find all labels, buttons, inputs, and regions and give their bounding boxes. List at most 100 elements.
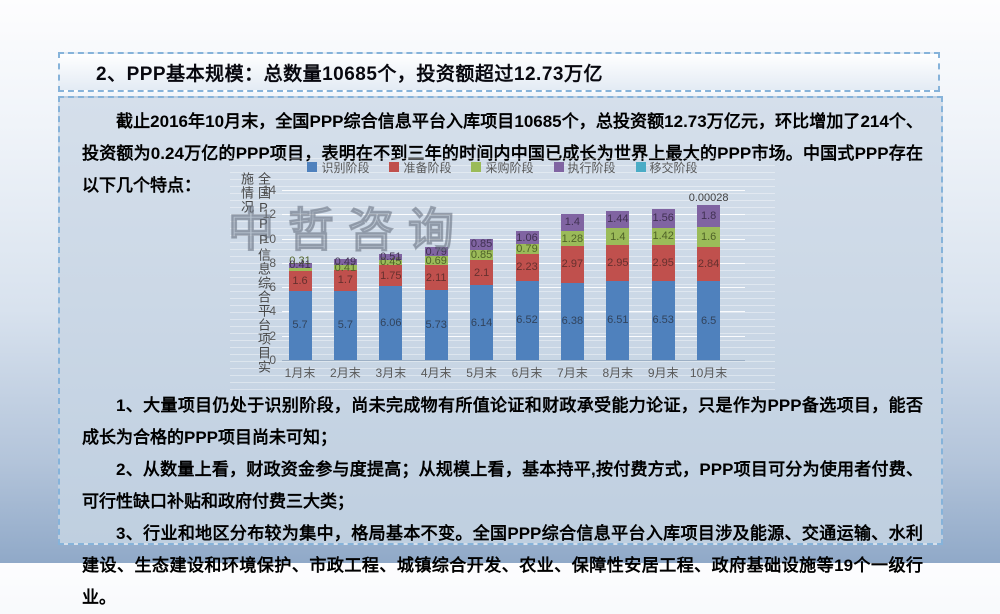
bar-segment-label: 0.79 — [425, 245, 447, 258]
bar-segment — [288, 271, 312, 291]
bar-segment-label: 1.56 — [652, 212, 674, 225]
bar-segment — [333, 259, 357, 266]
legend-swatch-icon — [307, 162, 318, 172]
legend-item: 执行阶段 — [553, 159, 616, 176]
bar-segment-label: 2.95 — [607, 257, 629, 270]
bar-segment — [470, 239, 494, 250]
y-tick-label: 0 — [269, 353, 276, 367]
bar-segment-label: 6.38 — [561, 315, 584, 328]
bar-segment — [379, 259, 403, 266]
legend-item: 准备阶段 — [389, 159, 451, 176]
bar-segment-label: 2.1 — [473, 266, 490, 279]
legend-label: 移交阶段 — [649, 160, 698, 175]
bar-segment-label: 1.8 — [700, 210, 717, 223]
bar-segment — [697, 205, 721, 228]
legend-item: 采购阶段 — [471, 159, 534, 176]
point-3: 3、行业和地区分布较为集中，格局基本不变。全国PPP综合信息平台入库项目涉及能源… — [82, 524, 923, 607]
page-title: 2、PPP基本规模：总数量10685个，投资额超过12.73万亿 — [96, 63, 603, 85]
grid-line — [282, 214, 745, 216]
grid-line — [282, 190, 745, 191]
bar-segment-label: 5.73 — [425, 319, 447, 332]
bar-segment — [651, 227, 675, 245]
slide: 2、PPP基本规模：总数量10685个，投资额超过12.73万亿 截止2016年… — [58, 52, 943, 607]
bar-segment-label: 1.44 — [607, 213, 629, 226]
bar-segment-label: 5.7 — [292, 319, 308, 332]
chart-legend: 识别阶段 准备阶段 采购阶段 执行阶段 移交阶段 — [230, 158, 775, 176]
bar-segment — [424, 256, 448, 265]
bar-segment — [606, 280, 630, 360]
x-tick-label: 10月末 — [689, 366, 728, 380]
bar-segment-label: 0.51 — [380, 250, 402, 263]
bar-segment — [697, 227, 721, 247]
bar-segment — [424, 264, 448, 291]
bar-segment — [288, 262, 312, 268]
legend-item: 移交阶段 — [635, 159, 698, 176]
bar-segment-label: 6.52 — [516, 314, 538, 327]
bar-segment-label: 0.41 — [289, 259, 311, 272]
legend-label: 采购阶段 — [485, 160, 534, 175]
bar-segment-label: 0.69 — [425, 254, 447, 267]
bar-segment — [515, 244, 539, 254]
bar-segment — [288, 267, 312, 272]
bar-segment-label: 0.85 — [470, 238, 493, 251]
x-tick-label: 9月末 — [647, 366, 679, 380]
bar-segment-label: 0.00028 — [688, 192, 729, 205]
bar-segment-label: 2.84 — [697, 257, 720, 270]
bar-segment-label: 0.79 — [516, 242, 538, 255]
bar-segment-label: 6.53 — [652, 314, 674, 327]
legend-swatch-icon — [471, 162, 482, 172]
bar-segment — [470, 259, 494, 286]
bar-segment — [651, 280, 675, 360]
legend-swatch-icon — [635, 162, 646, 172]
bar-segment-label: 6.14 — [470, 316, 493, 329]
bar-segment — [560, 230, 584, 247]
grid-line — [282, 311, 745, 313]
bar-segment-label: 0.41 — [334, 261, 357, 274]
bar-segment — [379, 286, 403, 360]
title-bar: 2、PPP基本规模：总数量10685个，投资额超过12.73万亿 — [58, 52, 940, 92]
chart: 识别阶段 准备阶段 采购阶段 执行阶段 移交阶段 全国PPP信息综合平台项目实施情况 0… — [230, 158, 775, 392]
x-tick-label: 7月末 — [557, 366, 588, 380]
legend-swatch-icon — [389, 162, 400, 172]
bar-segment — [560, 213, 584, 231]
bar-segment-label: 1.06 — [516, 231, 538, 244]
bar-segment — [288, 290, 312, 360]
x-tick-label: 6月末 — [511, 366, 543, 380]
y-tick-label: 4 — [269, 304, 276, 319]
bar-segment — [651, 244, 675, 281]
bar-segment-label: 1.6 — [292, 275, 308, 288]
bar-segment — [515, 280, 539, 360]
bar-segment-label: 0.31 — [289, 254, 311, 267]
x-tick-label: 2月末 — [330, 366, 361, 380]
bar-segment — [697, 281, 721, 360]
bar-segment-label: 6.5 — [700, 314, 717, 327]
bar-segment-label: 1.7 — [337, 274, 354, 287]
point-1: 1、大量项目仍处于识别阶段，尚未完成物有所值论证和财政承受能力论证，只是作为PP… — [82, 396, 923, 447]
bar-segment-label: 6.51 — [607, 314, 629, 327]
bar-segment-label: 1.4 — [610, 230, 626, 243]
y-axis-title: 全国PPP信息综合平台项目实施情况 — [239, 172, 271, 374]
x-tick-label: 8月末 — [602, 366, 634, 380]
point-2: 2、从数量上看，财政资金参与度提高；从规模上看，基本持平,按付费方式，PPP项目… — [82, 460, 923, 511]
bar-segment-label: 2.95 — [652, 256, 674, 269]
grid-line — [282, 287, 745, 289]
bar-segment — [697, 246, 721, 282]
bar-segment — [333, 270, 357, 291]
grid-line — [282, 238, 745, 240]
x-tick-label: 4月末 — [420, 366, 452, 380]
y-tick-label: 6 — [269, 280, 276, 295]
grid-line — [282, 262, 745, 264]
content-panel: 截止2016年10月末，全国PPP综合信息平台入库项目10685个，总投资额12… — [58, 96, 943, 607]
x-tick-label: 1月末 — [284, 366, 316, 380]
bar-segment-label: 1.28 — [561, 232, 584, 245]
bar-segment — [515, 253, 539, 281]
y-tick-label: 12 — [262, 207, 276, 222]
legend-label: 识别阶段 — [321, 160, 370, 175]
bar-segment-label: 5.7 — [337, 319, 354, 332]
y-tick-label: 8 — [269, 255, 276, 270]
bar-segment-label: 1.4 — [564, 216, 581, 229]
bar-segment-label: 2.97 — [561, 258, 584, 271]
y-tick-label: 2 — [269, 328, 276, 343]
bar-segment — [424, 246, 448, 257]
bar-segment — [606, 210, 630, 229]
